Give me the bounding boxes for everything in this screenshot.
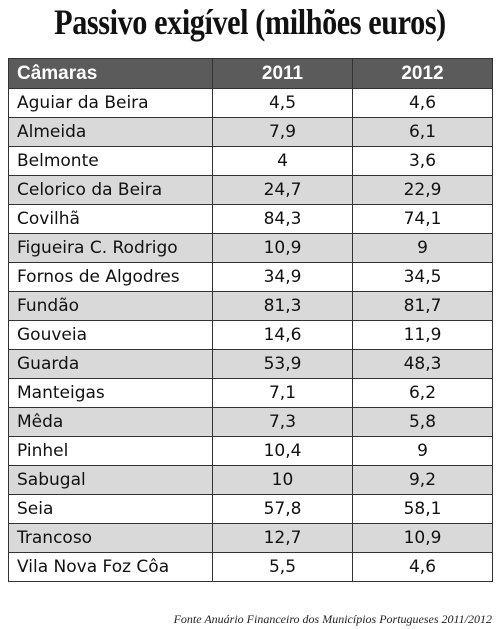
cell-camara-name: Fornos de Algodres — [8, 262, 213, 292]
cell-camara-name: Pinhel — [8, 436, 213, 466]
cell-camara-name: Gouveia — [8, 320, 213, 350]
cell-value-2012: 9 — [352, 436, 493, 466]
cell-value-2012: 58,1 — [352, 494, 493, 524]
cell-value-2011: 34,9 — [212, 262, 353, 292]
cell-camara-name: Fundão — [8, 291, 213, 321]
cell-value-2011: 14,6 — [212, 320, 353, 350]
cell-camara-name: Almeida — [8, 117, 213, 147]
cell-value-2011: 10,9 — [212, 233, 353, 263]
table-row: Fornos de Algodres 34,9 34,5 — [8, 262, 493, 292]
cell-value-2011: 84,3 — [212, 204, 353, 234]
cell-camara-name: Aguiar da Beira — [8, 88, 213, 118]
cell-value-2012: 6,2 — [352, 378, 493, 408]
table-row: Figueira C. Rodrigo 10,9 9 — [8, 233, 493, 263]
cell-value-2012: 22,9 — [352, 175, 493, 205]
table-row: Covilhã 84,3 74,1 — [8, 204, 493, 234]
table-row: Mêda 7,3 5,8 — [8, 407, 493, 437]
cell-value-2011: 7,3 — [212, 407, 353, 437]
cell-value-2012: 4,6 — [352, 88, 493, 118]
cell-camara-name: Celorico da Beira — [8, 175, 213, 205]
table-row: Pinhel 10,4 9 — [8, 436, 493, 466]
cell-value-2012: 6,1 — [352, 117, 493, 147]
cell-camara-name: Figueira C. Rodrigo — [8, 233, 213, 263]
table-row: Fundão 81,3 81,7 — [8, 291, 493, 321]
table-body: Aguiar da Beira 4,5 4,6 Almeida 7,9 6,1 Belmon… — [8, 88, 493, 582]
cell-camara-name: Seia — [8, 494, 213, 524]
table-row: Aguiar da Beira 4,5 4,6 — [8, 88, 493, 118]
header-2011: 2011 — [212, 58, 353, 89]
header-2012: 2012 — [352, 58, 493, 89]
table-row: Manteigas 7,1 6,2 — [8, 378, 493, 408]
table-row: Belmonte 4 3,6 — [8, 146, 493, 176]
table-row: Vila Nova Foz Côa 5,5 4,6 — [8, 552, 493, 582]
cell-value-2012: 4,6 — [352, 552, 493, 582]
data-table: Câmaras 2011 2012 Aguiar da Beira 4,5 4,6 A… — [8, 58, 493, 582]
cell-value-2012: 3,6 — [352, 146, 493, 176]
cell-value-2011: 57,8 — [212, 494, 353, 524]
cell-value-2011: 10 — [212, 465, 353, 495]
table-row: Almeida 7,9 6,1 — [8, 117, 493, 147]
cell-value-2012: 5,8 — [352, 407, 493, 437]
table-row: Celorico da Beira 24,7 22,9 — [8, 175, 493, 205]
cell-value-2012: 9 — [352, 233, 493, 263]
cell-value-2012: 48,3 — [352, 349, 493, 379]
table-row: Sabugal 10 9,2 — [8, 465, 493, 495]
cell-camara-name: Sabugal — [8, 465, 213, 495]
cell-value-2011: 7,9 — [212, 117, 353, 147]
cell-value-2012: 74,1 — [352, 204, 493, 234]
cell-value-2011: 10,4 — [212, 436, 353, 466]
cell-value-2011: 7,1 — [212, 378, 353, 408]
table-row: Guarda 53,9 48,3 — [8, 349, 493, 379]
cell-value-2011: 81,3 — [212, 291, 353, 321]
table-row: Trancoso 12,7 10,9 — [8, 523, 493, 553]
cell-value-2011: 53,9 — [212, 349, 353, 379]
cell-camara-name: Guarda — [8, 349, 213, 379]
cell-camara-name: Covilhã — [8, 204, 213, 234]
cell-value-2012: 81,7 — [352, 291, 493, 321]
table-header-row: Câmaras 2011 2012 — [8, 58, 493, 89]
source-note: Fonte Anuário Financeiro dos Municípios … — [173, 612, 492, 626]
cell-value-2012: 9,2 — [352, 465, 493, 495]
table-row: Seia 57,8 58,1 — [8, 494, 493, 524]
chart-title: Passivo exigível (milhões euros) — [54, 2, 446, 42]
cell-value-2011: 4 — [212, 146, 353, 176]
cell-value-2011: 5,5 — [212, 552, 353, 582]
cell-camara-name: Vila Nova Foz Côa — [8, 552, 213, 582]
cell-camara-name: Trancoso — [8, 523, 213, 553]
table-row: Gouveia 14,6 11,9 — [8, 320, 493, 350]
cell-value-2011: 24,7 — [212, 175, 353, 205]
cell-value-2012: 34,5 — [352, 262, 493, 292]
header-camaras: Câmaras — [8, 58, 213, 89]
cell-value-2012: 10,9 — [352, 523, 493, 553]
cell-value-2011: 12,7 — [212, 523, 353, 553]
cell-value-2012: 11,9 — [352, 320, 493, 350]
cell-camara-name: Belmonte — [8, 146, 213, 176]
data-table-container: Câmaras 2011 2012 Aguiar da Beira 4,5 4,6 A… — [8, 58, 493, 582]
cell-camara-name: Manteigas — [8, 378, 213, 408]
cell-value-2011: 4,5 — [212, 88, 353, 118]
cell-camara-name: Mêda — [8, 407, 213, 437]
